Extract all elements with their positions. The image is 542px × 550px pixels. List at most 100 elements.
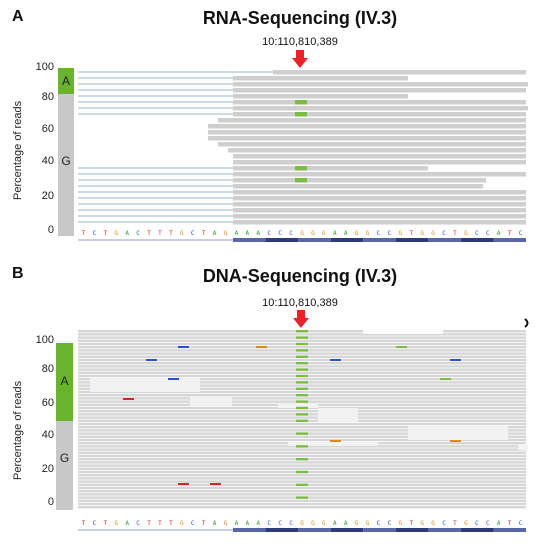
reference-base: G [224,520,228,527]
read-segment [233,184,483,189]
panel-b-tick-80: 80 [41,363,54,375]
read-segment [78,490,526,493]
panel-a-tick-20: 20 [41,190,54,202]
mismatch-mark [256,346,267,348]
read-segment [78,371,526,374]
read-segment [78,461,526,464]
read-segment [78,467,526,470]
feature-block [428,238,461,242]
reference-base: C [136,230,140,237]
mismatch-mark [123,398,134,400]
read-gap [408,426,508,440]
reference-base: C [377,230,381,237]
read-segment [233,160,526,165]
reference-base: T [453,520,457,527]
reference-base: T [82,520,86,527]
mismatch-mark [178,483,189,485]
variant-mark [296,445,308,448]
reference-base: A [235,520,239,527]
reference-base: T [158,520,162,527]
panel-a-tick-100: 100 [35,61,54,73]
reference-base: G [366,230,370,237]
reference-base: A [256,230,260,237]
panel-b-allele-g-segment: G [56,421,73,510]
read-segment [78,397,526,400]
read-gap [363,328,443,334]
reference-base: G [224,230,228,237]
read-segment [273,70,526,75]
mismatch-mark [330,359,341,361]
reference-base: G [464,520,468,527]
reference-base: G [180,230,184,237]
panel-a-allele-a-label: A [61,74,70,88]
panel-b-locus-label: 10:110,810,389 [262,297,338,309]
read-segment [208,130,526,135]
variant-mark [295,178,307,183]
reference-base: G [114,230,118,237]
panel-b-read-track [78,328,528,509]
reference-base: G [355,520,359,527]
variant-mark [296,387,308,390]
reference-base: T [453,230,457,237]
read-segment [233,172,526,177]
read-segment [78,422,526,426]
panel-b-allele-a-label: A [60,374,69,388]
variant-mark [296,496,308,499]
panel-a-allele-bar: A G [58,68,74,236]
reference-base: C [519,520,523,527]
panel-a-allele-g-segment: G [58,94,74,236]
panel-b-y-axis-label: Percentage of reads [12,380,24,480]
variant-mark [295,166,307,171]
variant-mark [296,419,308,422]
read-segment [78,477,526,480]
reference-base: T [202,520,206,527]
variant-mark [296,413,308,416]
reference-base: G [464,230,468,237]
read-segment [78,506,526,509]
read-segment [78,448,526,451]
panel-a-locus-label: 10:110,810,389 [262,36,338,48]
feature-block [460,528,494,532]
reference-base: A [213,230,217,237]
reference-base: T [158,230,162,237]
read-segment [233,82,473,87]
reference-base: G [431,520,435,527]
reference-base: G [311,230,315,237]
read-segment [78,416,526,419]
panel-a-title: RNA-Sequencing (IV.3) [202,8,398,28]
read-segment [233,208,526,213]
reference-base: A [125,520,129,527]
variant-mark [296,458,308,461]
read-segment [208,136,526,141]
panel-a-y-axis-label: Percentage of reads [12,100,24,200]
read-segment [78,365,526,368]
reference-base: A [344,230,348,237]
read-segment [440,70,526,75]
reference-base: A [125,230,129,237]
feature-block [428,528,461,532]
reference-base: A [344,520,348,527]
reference-base: T [409,520,413,527]
panel-a-allele-a-segment: A [58,68,74,94]
read-gap [90,378,200,392]
panel-a-letter: A [12,8,24,25]
reference-base: T [147,520,151,527]
reference-base: C [191,230,195,237]
read-segment [233,214,526,219]
mismatch-mark [210,483,221,485]
read-segment [78,426,526,429]
panel-a-tick-60: 60 [41,123,54,135]
reference-base: C [289,520,293,527]
variant-mark [296,374,308,378]
reference-base: C [289,230,293,237]
read-segment [233,88,526,93]
panel-a-read-track [78,70,528,225]
read-segment [233,76,408,81]
read-segment [78,464,526,467]
reference-base: C [191,520,195,527]
read-segment [473,82,528,87]
read-segment [78,339,526,342]
read-segment [233,178,486,183]
reference-base: A [497,520,501,527]
reference-base: C [93,230,97,237]
